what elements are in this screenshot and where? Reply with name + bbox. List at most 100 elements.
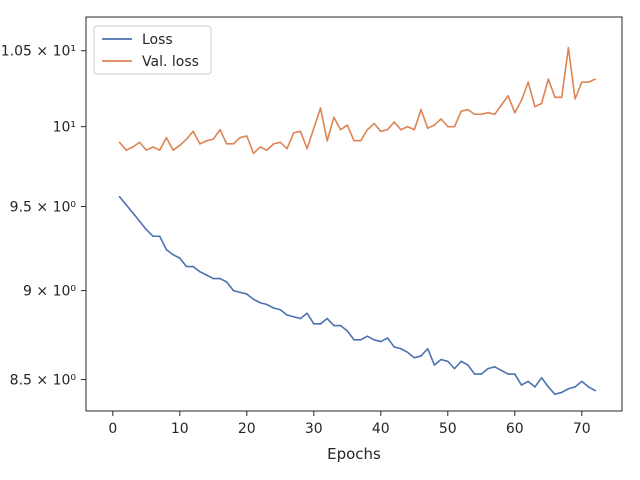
x-tick-label-7: 70 xyxy=(573,421,591,437)
data-point-1-43 xyxy=(406,125,409,128)
series-line-1 xyxy=(118,46,596,155)
data-point-0-28 xyxy=(306,312,308,315)
data-point-0-38 xyxy=(373,338,375,341)
data-point-0-24 xyxy=(279,308,282,311)
data-point-0-13 xyxy=(205,274,208,276)
data-point-1-56 xyxy=(493,113,496,116)
data-point-1-44 xyxy=(413,128,416,131)
data-point-1-28 xyxy=(306,147,308,150)
data-point-0-15 xyxy=(219,277,221,280)
data-point-0-54 xyxy=(480,373,483,375)
data-point-0-22 xyxy=(266,303,268,306)
data-point-0-23 xyxy=(272,307,275,309)
data-point-0-29 xyxy=(313,323,315,325)
data-point-0-48 xyxy=(440,358,442,361)
data-point-1-38 xyxy=(373,122,375,125)
data-point-0-43 xyxy=(406,351,409,354)
data-point-0-21 xyxy=(259,301,262,304)
data-point-1-37 xyxy=(366,128,369,131)
data-point-1-12 xyxy=(199,143,201,145)
data-point-1-47 xyxy=(433,124,436,126)
data-point-0-57 xyxy=(500,369,503,372)
data-point-0-44 xyxy=(413,356,416,359)
data-point-0-70 xyxy=(587,386,590,388)
x-tick-label-2: 20 xyxy=(238,421,256,437)
data-point-1-19 xyxy=(246,135,248,137)
data-point-1-9 xyxy=(179,144,181,147)
data-point-1-54 xyxy=(480,113,483,116)
data-point-0-58 xyxy=(507,373,509,375)
data-point-0-17 xyxy=(232,289,235,292)
data-point-1-16 xyxy=(225,143,228,145)
data-point-1-69 xyxy=(581,81,583,83)
data-point-1-52 xyxy=(467,108,469,111)
data-point-0-45 xyxy=(420,355,422,357)
data-point-0-56 xyxy=(493,366,496,368)
data-point-1-3 xyxy=(138,141,141,144)
data-point-0-51 xyxy=(460,360,463,363)
data-point-1-49 xyxy=(447,125,449,128)
y-tick-label-2: 9.5 × 10⁰ xyxy=(10,199,77,215)
data-point-1-71 xyxy=(594,78,596,80)
data-point-0-37 xyxy=(366,335,369,338)
data-point-0-53 xyxy=(473,373,476,375)
series-line-0 xyxy=(118,196,596,396)
data-point-1-50 xyxy=(453,125,456,128)
data-point-1-11 xyxy=(192,130,194,133)
data-point-1-30 xyxy=(319,107,322,109)
data-point-1-31 xyxy=(326,139,329,142)
data-point-0-67 xyxy=(567,387,570,390)
data-point-1-15 xyxy=(219,128,221,131)
data-point-0-11 xyxy=(192,265,194,268)
data-point-0-0 xyxy=(118,195,121,198)
data-point-1-7 xyxy=(165,136,168,139)
data-point-1-24 xyxy=(279,141,282,144)
data-point-1-68 xyxy=(574,98,576,100)
data-point-1-67 xyxy=(567,46,570,49)
data-point-0-49 xyxy=(447,360,449,363)
x-tick-label-6: 60 xyxy=(506,421,524,437)
data-point-0-20 xyxy=(252,298,255,301)
y-tick-label-1: 9 × 10⁰ xyxy=(23,284,76,300)
data-point-0-19 xyxy=(246,293,248,295)
data-point-1-53 xyxy=(473,113,476,116)
data-point-1-48 xyxy=(440,118,442,120)
data-point-0-4 xyxy=(145,228,148,231)
data-point-0-14 xyxy=(212,277,215,280)
data-point-1-14 xyxy=(212,138,215,140)
data-point-1-26 xyxy=(292,132,295,134)
data-point-1-13 xyxy=(205,139,208,142)
plot-frame xyxy=(85,16,623,412)
legend-label-0: Loss xyxy=(142,32,173,48)
data-point-0-36 xyxy=(359,338,362,341)
data-point-0-2 xyxy=(132,212,134,214)
data-point-0-35 xyxy=(353,338,355,341)
data-point-0-63 xyxy=(540,376,543,379)
y-tick-label-3: 10¹ xyxy=(53,120,76,136)
data-point-1-5 xyxy=(152,146,154,148)
data-point-1-57 xyxy=(500,104,503,106)
x-tick-label-4: 40 xyxy=(372,421,390,437)
data-point-1-55 xyxy=(487,111,489,114)
data-point-0-18 xyxy=(239,291,241,294)
x-tick-label-1: 10 xyxy=(171,421,189,437)
legend-box xyxy=(93,25,212,75)
data-point-1-62 xyxy=(534,105,536,108)
data-point-1-64 xyxy=(547,78,550,80)
data-point-1-63 xyxy=(540,102,543,105)
data-point-1-58 xyxy=(507,95,509,97)
data-point-1-17 xyxy=(232,143,235,145)
data-point-1-29 xyxy=(313,127,315,129)
data-point-0-31 xyxy=(326,317,329,320)
data-point-1-4 xyxy=(145,149,148,151)
data-point-0-42 xyxy=(400,347,402,350)
data-point-1-42 xyxy=(400,128,402,131)
data-point-0-40 xyxy=(386,337,389,339)
data-point-1-8 xyxy=(172,149,174,151)
data-point-1-18 xyxy=(239,136,241,139)
data-point-0-5 xyxy=(152,235,154,238)
data-point-0-52 xyxy=(467,364,469,366)
y-tick-label-4: 1.05 × 10¹ xyxy=(1,44,76,60)
x-axis-ticks: 0 10 20 30 40 50 60 70 xyxy=(108,411,591,437)
